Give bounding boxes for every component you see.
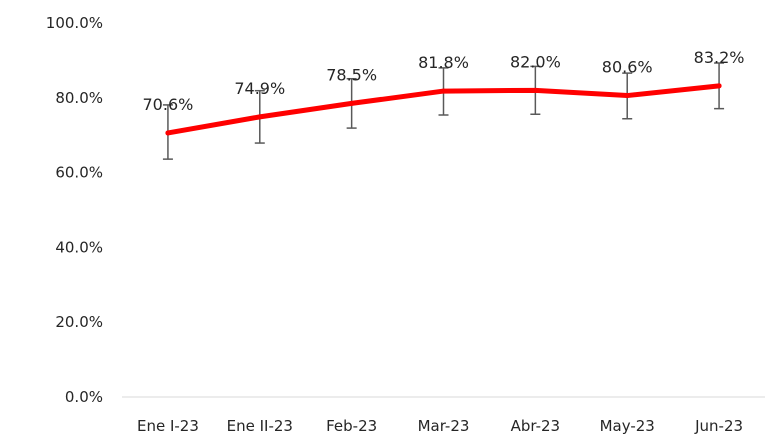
data-point bbox=[624, 93, 630, 99]
data-point bbox=[441, 88, 446, 94]
data-point bbox=[716, 83, 722, 89]
x-tick-label: Jun-23 bbox=[694, 417, 743, 435]
x-axis: Ene I-23 Ene II-23 Feb-23 Mar-23 Abr-23 May-2… bbox=[137, 417, 743, 435]
data-label: 83.2% bbox=[694, 48, 745, 67]
x-tick-label: Mar-23 bbox=[418, 417, 470, 435]
y-tick-label: 0.0% bbox=[65, 388, 103, 406]
data-point bbox=[349, 100, 355, 106]
y-tick-label: 100.0% bbox=[46, 14, 103, 32]
data-label: 80.6% bbox=[602, 58, 653, 77]
data-label: 70.6% bbox=[143, 95, 194, 114]
y-tick-label: 20.0% bbox=[55, 313, 103, 331]
data-point bbox=[165, 130, 171, 136]
x-tick-label: May-23 bbox=[600, 417, 655, 435]
data-label: 74.9% bbox=[234, 79, 285, 98]
data-label: 78.5% bbox=[326, 65, 377, 84]
x-tick-label: Feb-23 bbox=[326, 417, 377, 435]
error-bars bbox=[162, 62, 725, 160]
data-point bbox=[532, 87, 538, 93]
data-label: 81.8% bbox=[418, 53, 469, 72]
x-tick-label: Ene I-23 bbox=[137, 417, 199, 435]
data-label: 82.0% bbox=[510, 52, 561, 71]
data-point bbox=[257, 114, 263, 120]
y-tick-label: 40.0% bbox=[55, 238, 103, 256]
y-tick-label: 80.0% bbox=[55, 89, 103, 107]
x-tick-label: Ene II-23 bbox=[227, 417, 293, 435]
series-lines bbox=[165, 83, 722, 136]
data-labels: 70.6% 74.9% 78.5% 81.8% 82.0% 80.6% 83.2% bbox=[143, 48, 745, 114]
y-tick-label: 60.0% bbox=[55, 164, 103, 182]
x-tick-label: Abr-23 bbox=[511, 417, 561, 435]
y-axis: 0.0% 20.0% 40.0% 60.0% 80.0% 100.0% bbox=[46, 14, 103, 406]
